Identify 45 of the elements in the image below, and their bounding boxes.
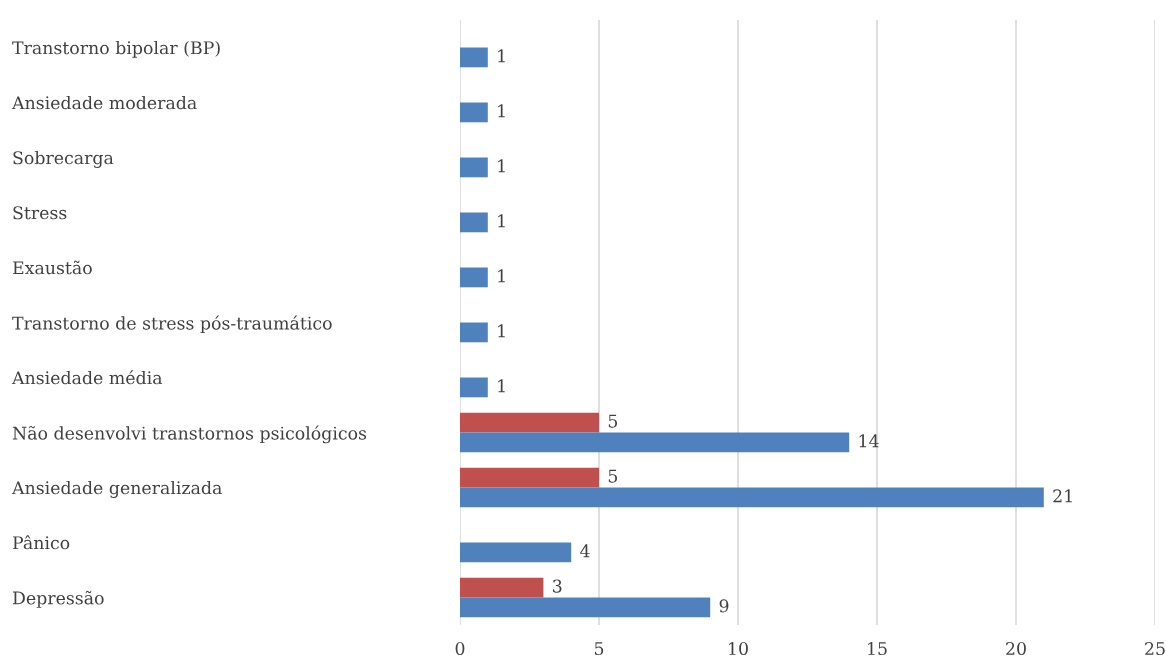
data-label: 1 (498, 379, 505, 393)
bar (460, 377, 488, 398)
data-label: 1 (498, 324, 505, 338)
bar (460, 577, 544, 598)
y-tick-label: Não desenvolvi transtornos psicológicos (12, 425, 367, 444)
data-label: 5 (608, 469, 618, 483)
bar (460, 157, 488, 178)
bar (460, 267, 488, 288)
data-label: 1 (498, 214, 505, 228)
data-label: 9 (719, 599, 729, 613)
y-tick-label: Depressão (12, 590, 104, 608)
x-tick-label: 20 (1006, 641, 1026, 656)
x-tick-label: 5 (594, 642, 604, 656)
y-tick-label: Stress (13, 206, 67, 220)
bar (460, 487, 1044, 508)
bar (460, 432, 850, 453)
data-label: 1 (498, 159, 505, 173)
data-label: 4 (580, 544, 590, 558)
y-tick-label: Ansiedade generalizada (11, 480, 222, 498)
x-tick-label: 0 (455, 641, 465, 656)
bar (460, 212, 488, 233)
bar (460, 597, 711, 618)
y-tick-label: Exaustão (12, 260, 92, 275)
bar (460, 102, 488, 123)
bar (460, 542, 572, 563)
data-label: 3 (553, 579, 562, 593)
data-label: 1 (498, 269, 505, 283)
data-label: 5 (608, 414, 618, 428)
x-tick-label: 25 (1145, 641, 1165, 656)
data-label: 1 (498, 49, 505, 63)
bar (460, 47, 488, 68)
data-label: 1 (498, 104, 505, 118)
bar (460, 467, 599, 488)
x-tick-label: 15 (868, 641, 887, 656)
y-tick-label: Transtorno bipolar (BP) (12, 40, 220, 58)
y-tick-label: Transtorno de stress pós-traumático (12, 315, 332, 334)
bar (460, 412, 599, 433)
y-tick-label: Sobrecarga (13, 150, 114, 168)
y-tick-label: Ansiedade moderada (11, 95, 197, 110)
y-tick-label: Ansiedade média (11, 370, 163, 385)
y-tick-label: Pânico (12, 535, 70, 550)
bar (460, 322, 488, 343)
x-tick-label: 10 (729, 641, 748, 656)
data-label: 21 (1053, 489, 1072, 503)
data-label: 14 (859, 434, 879, 448)
